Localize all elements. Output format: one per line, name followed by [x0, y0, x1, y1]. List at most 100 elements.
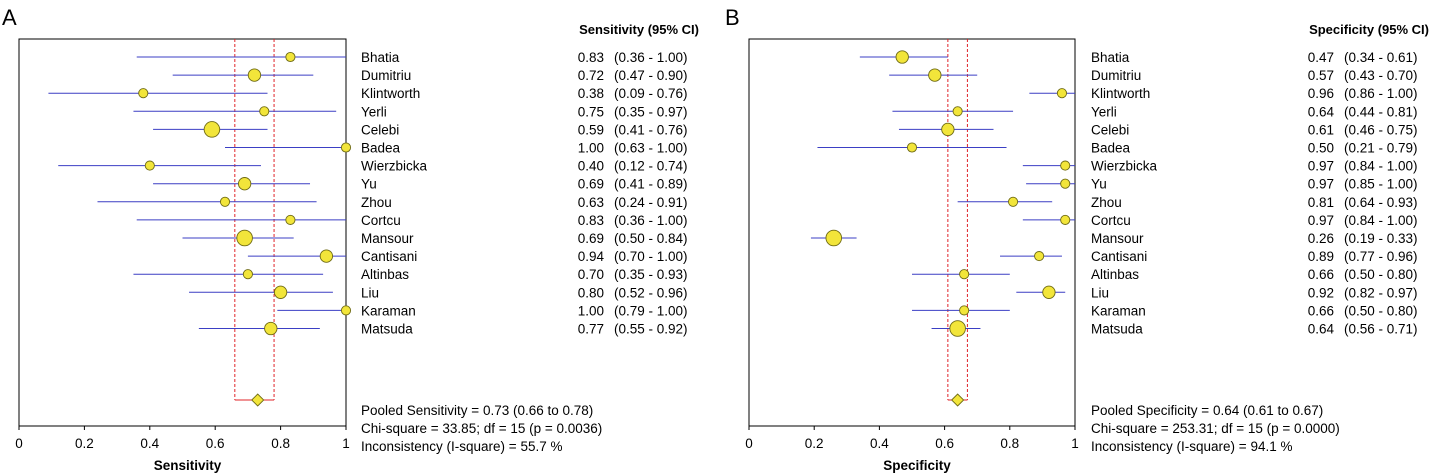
study-point-marker	[236, 229, 253, 247]
study-estimate: 0.97	[1308, 213, 1334, 228]
study-point-marker	[259, 106, 270, 117]
forest-panel-a: A Sensitivity (95% CI) Bhatia 0.83 (0.36 - 1…	[2, 5, 699, 473]
study-point-marker	[242, 269, 253, 280]
summary-statistic: Pooled Sensitivity = 0.73 (0.66 to 0.78)	[361, 403, 593, 418]
study-point-marker	[138, 88, 149, 99]
study-estimate: 0.94	[578, 249, 605, 264]
study-ci-text: (0.47 - 0.90)	[614, 68, 688, 83]
study-estimate: 0.63	[578, 195, 604, 210]
x-tick-label: 1	[1071, 436, 1079, 451]
study-ci-text: (0.24 - 0.91)	[614, 195, 688, 210]
study-point-marker	[959, 305, 970, 316]
x-tick-label: 1	[342, 436, 350, 451]
study-estimate: 0.72	[578, 68, 604, 83]
study-estimate: 0.69	[578, 177, 604, 192]
study-ci-text: (0.77 - 0.96)	[1344, 249, 1418, 264]
study-ci-text: (0.56 - 0.71)	[1344, 322, 1418, 337]
study-name: Liu	[361, 285, 379, 300]
study-name: Bhatia	[1091, 50, 1130, 65]
study-name: Altinbas	[361, 267, 409, 282]
study-name: Cantisani	[361, 249, 417, 264]
x-tick-label: 0.6	[935, 436, 954, 451]
study-ci-text: (0.34 - 0.61)	[1344, 50, 1418, 65]
study-name: Yu	[361, 177, 377, 192]
study-name: Dumitriu	[361, 68, 411, 83]
study-point-marker	[144, 160, 155, 171]
study-estimate: 0.80	[578, 285, 604, 300]
column-header: Specificity (95% CI)	[1309, 22, 1429, 37]
study-ci-text: (0.35 - 0.97)	[614, 104, 688, 119]
study-point-marker	[928, 68, 942, 82]
study-estimate: 0.57	[1308, 68, 1334, 83]
study-ci-text: (0.86 - 1.00)	[1344, 86, 1418, 101]
study-name: Altinbas	[1091, 267, 1139, 282]
study-point-marker	[340, 142, 352, 153]
x-tick-label: 0.8	[271, 436, 290, 451]
study-estimate: 0.97	[1308, 177, 1334, 192]
study-name: Celebi	[361, 122, 399, 137]
study-point-marker	[895, 50, 909, 64]
study-estimate: 0.66	[1308, 303, 1334, 318]
study-name: Yerli	[361, 104, 387, 119]
study-estimate: 0.96	[1308, 86, 1334, 101]
panel-label: B	[725, 5, 740, 30]
plot-frame	[18, 38, 347, 427]
study-point-marker	[340, 305, 352, 316]
study-name: Matsuda	[1091, 322, 1143, 337]
summary-statistic: Inconsistency (I-square) = 94.1 %	[1091, 439, 1292, 454]
study-name: Mansour	[1091, 231, 1144, 246]
study-name: Yerli	[1091, 104, 1117, 119]
study-estimate: 0.81	[1308, 195, 1334, 210]
study-point-marker	[1034, 251, 1045, 262]
study-name: Zhou	[1091, 195, 1122, 210]
study-point-marker	[285, 51, 296, 63]
study-name: Mansour	[361, 231, 414, 246]
study-ci-text: (0.70 - 1.00)	[614, 249, 688, 264]
column-header: Sensitivity (95% CI)	[579, 22, 699, 37]
study-point-marker	[1056, 88, 1068, 99]
study-ci-text: (0.85 - 1.00)	[1344, 177, 1418, 192]
study-ci-text: (0.41 - 0.76)	[614, 122, 688, 137]
x-axis-label: Sensitivity	[154, 458, 222, 473]
study-point-marker	[273, 285, 288, 299]
study-point-marker	[203, 121, 221, 138]
x-tick-label: 0	[15, 436, 23, 451]
summary-statistic: Chi-square = 253.31; df = 15 (p = 0.0000…	[1091, 421, 1340, 436]
study-estimate: 0.47	[1308, 50, 1334, 65]
study-point-marker	[825, 229, 843, 247]
x-tick-label: 0.2	[75, 436, 94, 451]
x-axis-label: Specificity	[883, 458, 951, 473]
study-estimate: 0.92	[1308, 285, 1334, 300]
x-tick-label: 0.8	[1000, 436, 1019, 451]
study-ci-text: (0.36 - 1.00)	[614, 213, 688, 228]
study-ci-text: (0.82 - 0.97)	[1344, 285, 1418, 300]
study-estimate: 0.38	[578, 86, 604, 101]
study-name: Cantisani	[1091, 249, 1147, 264]
study-estimate: 0.69	[578, 231, 604, 246]
study-ci-text: (0.63 - 1.00)	[614, 141, 688, 156]
study-name: Klintworth	[1091, 86, 1150, 101]
study-point-marker	[949, 320, 966, 337]
study-ci-text: (0.12 - 0.74)	[614, 159, 688, 174]
summary-statistic: Pooled Specificity = 0.64 (0.61 to 0.67)	[1091, 403, 1323, 418]
study-point-marker	[247, 68, 262, 82]
study-ci-text: (0.84 - 1.00)	[1344, 159, 1418, 174]
study-ci-text: (0.43 - 0.70)	[1344, 68, 1418, 83]
study-ci-text: (0.84 - 1.00)	[1344, 213, 1418, 228]
study-point-marker	[952, 106, 963, 117]
study-estimate: 0.70	[578, 267, 604, 282]
study-estimate: 0.64	[1308, 104, 1335, 119]
study-ci-text: (0.21 - 0.79)	[1344, 141, 1418, 156]
study-name: Badea	[1091, 141, 1131, 156]
study-estimate: 1.00	[578, 303, 604, 318]
study-estimate: 0.40	[578, 159, 604, 174]
study-point-marker	[1042, 285, 1056, 299]
pooled-estimate-diamond	[251, 393, 265, 407]
study-point-marker	[1060, 160, 1071, 171]
study-ci-text: (0.35 - 0.93)	[614, 267, 688, 282]
study-name: Celebi	[1091, 122, 1129, 137]
study-point-marker	[906, 142, 918, 153]
study-point-marker	[1060, 178, 1071, 189]
study-point-marker	[219, 196, 231, 207]
